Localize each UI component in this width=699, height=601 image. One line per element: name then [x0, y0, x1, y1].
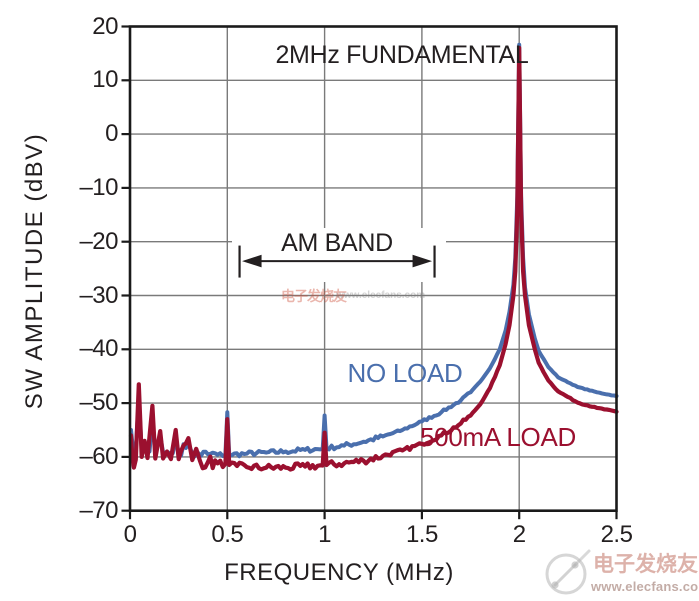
x-tick-label: 2 — [512, 521, 526, 548]
x-tick-label: 1 — [318, 521, 332, 548]
watermark-url-text: www.elecfans.com — [591, 579, 699, 594]
x-axis-title: FREQUENCY (MHz) — [224, 559, 454, 586]
series-label-no-load: NO LOAD — [347, 358, 463, 388]
y-tick-label: –50 — [79, 389, 118, 417]
peak-annotation: 2MHz FUNDAMENTAL — [275, 41, 529, 69]
watermark-remnant-cn: 电子发烧友 — [281, 288, 347, 304]
watermark-cn-text: 电子发烧友 — [593, 553, 698, 576]
am-band-arrowhead-right — [412, 254, 433, 268]
y-tick-label: –70 — [79, 496, 118, 524]
x-tick-label: 2.5 — [600, 521, 633, 548]
y-tick-label: –20 — [79, 227, 118, 255]
y-tick-label: –60 — [79, 442, 118, 470]
x-tick-label: 0 — [123, 521, 137, 548]
am-band-label: AM BAND — [281, 229, 393, 257]
watermark-remnant-url: www.elecfans.com — [336, 290, 426, 301]
y-tick-label: 20 — [92, 12, 118, 40]
am-band-mask — [232, 228, 446, 282]
y-tick-label: –30 — [79, 281, 118, 309]
plot-frame — [128, 25, 618, 513]
am-band-arrowhead-left — [242, 254, 262, 268]
y-tick-label: –40 — [79, 335, 118, 363]
y-axis-title: SW AMPLITUDE (dBV) — [21, 132, 48, 410]
y-tick-label: 0 — [105, 120, 118, 148]
x-tick-label: 0.5 — [211, 521, 244, 548]
y-tick-label: –10 — [79, 173, 118, 201]
series-label-500ma-load: 500mA LOAD — [420, 422, 576, 452]
elecfans-logo-icon — [545, 549, 591, 595]
x-tick-label: 1.5 — [405, 521, 438, 548]
y-tick-label: 10 — [92, 66, 118, 94]
curve-500ma-load — [128, 45, 619, 472]
curve-no-load — [129, 42, 619, 459]
